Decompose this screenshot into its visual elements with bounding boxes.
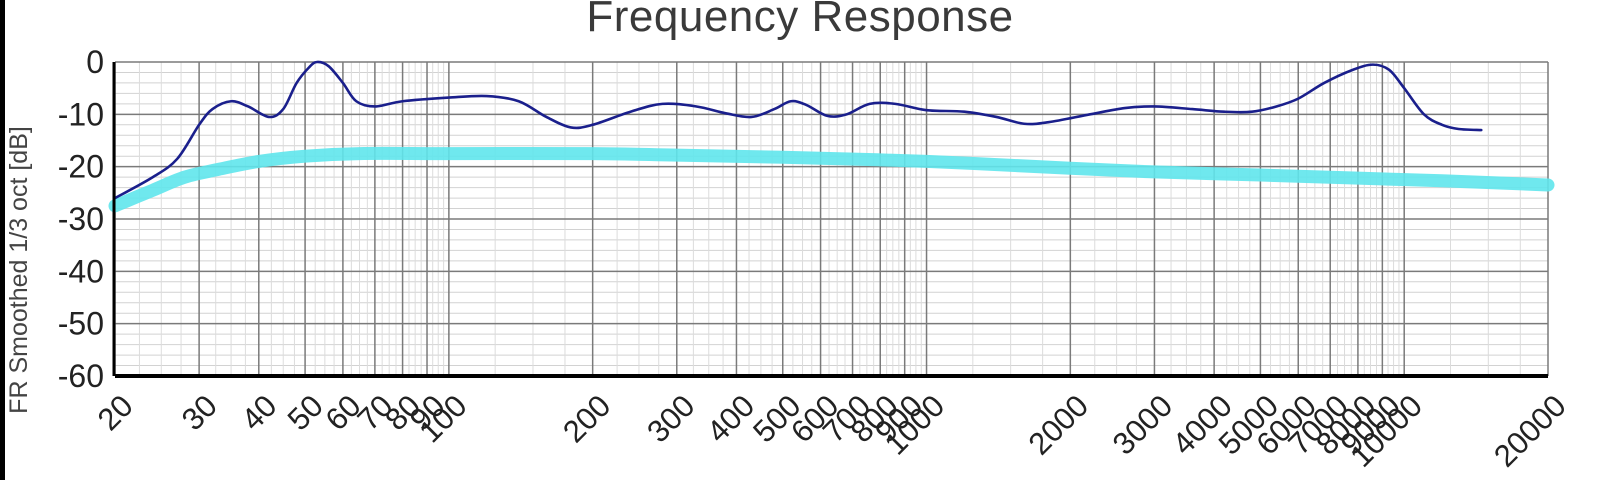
x-tick-label: 2000 <box>1022 388 1096 462</box>
x-tick-label: 20 <box>91 388 140 437</box>
series-layer <box>108 60 1555 213</box>
x-tick-label: 200 <box>556 388 617 449</box>
window-left-border <box>0 0 5 480</box>
y-tick-label: -60 <box>58 358 104 394</box>
x-tick-label: 300 <box>640 388 701 449</box>
y-tick-label: 0 <box>86 44 104 80</box>
y-tick-label: -20 <box>58 149 104 185</box>
x-tick-label: 30 <box>175 388 224 437</box>
x-tick-label: 20000 <box>1487 388 1573 474</box>
y-tick-label: -10 <box>58 96 104 132</box>
y-axis-label: FR Smoothed 1/3 oct [dB] <box>5 126 33 414</box>
target-curve-line <box>108 146 1555 213</box>
x-tick-label: 3000 <box>1106 388 1180 462</box>
measured-response-line <box>113 60 1483 200</box>
y-tick-labels: 0 -10 -20 -30 -40 -50 -60 <box>58 44 104 394</box>
y-tick-label: -50 <box>58 306 104 342</box>
axes-layer <box>112 62 1548 378</box>
chart-title: Frequency Response <box>586 0 1014 41</box>
y-tick-label: -30 <box>58 201 104 237</box>
major-grid <box>114 61 1549 377</box>
x-tick-label: 40 <box>234 388 283 437</box>
y-tick-label: -40 <box>58 253 104 289</box>
